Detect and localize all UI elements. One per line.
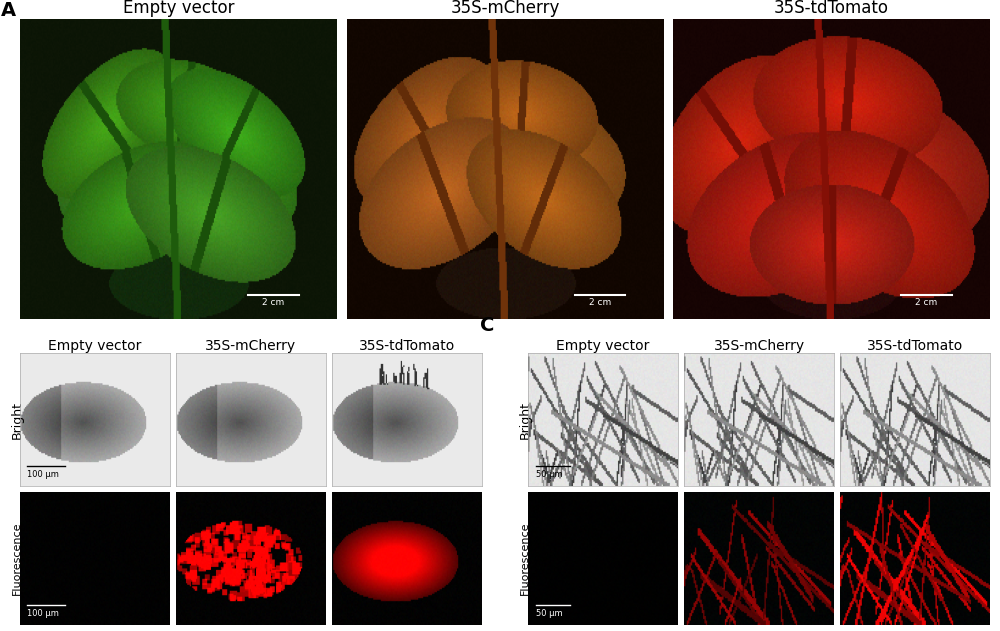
Y-axis label: Bright: Bright bbox=[11, 401, 24, 439]
Title: 35S-mCherry: 35S-mCherry bbox=[450, 0, 560, 18]
Text: C: C bbox=[480, 316, 494, 335]
Y-axis label: Fluorescence: Fluorescence bbox=[12, 521, 22, 595]
Text: 100 μm: 100 μm bbox=[27, 609, 59, 618]
Text: 50 μm: 50 μm bbox=[536, 609, 562, 618]
Text: 2 cm: 2 cm bbox=[915, 298, 938, 307]
Text: 2 cm: 2 cm bbox=[262, 298, 285, 307]
Y-axis label: Fluorescence: Fluorescence bbox=[520, 521, 530, 595]
Title: Empty vector: Empty vector bbox=[556, 339, 650, 353]
Title: Empty vector: Empty vector bbox=[123, 0, 234, 18]
Y-axis label: Bright: Bright bbox=[519, 401, 532, 439]
Title: 35S-mCherry: 35S-mCherry bbox=[713, 339, 805, 353]
Title: 35S-tdTomato: 35S-tdTomato bbox=[359, 339, 455, 353]
Title: Empty vector: Empty vector bbox=[48, 339, 142, 353]
Title: 35S-tdTomato: 35S-tdTomato bbox=[774, 0, 889, 18]
Text: 100 μm: 100 μm bbox=[27, 470, 59, 480]
Text: A: A bbox=[1, 1, 16, 20]
Text: 2 cm: 2 cm bbox=[589, 298, 611, 307]
Text: 50 μm: 50 μm bbox=[536, 470, 562, 480]
Title: 35S-mCherry: 35S-mCherry bbox=[205, 339, 297, 353]
Title: 35S-tdTomato: 35S-tdTomato bbox=[867, 339, 963, 353]
